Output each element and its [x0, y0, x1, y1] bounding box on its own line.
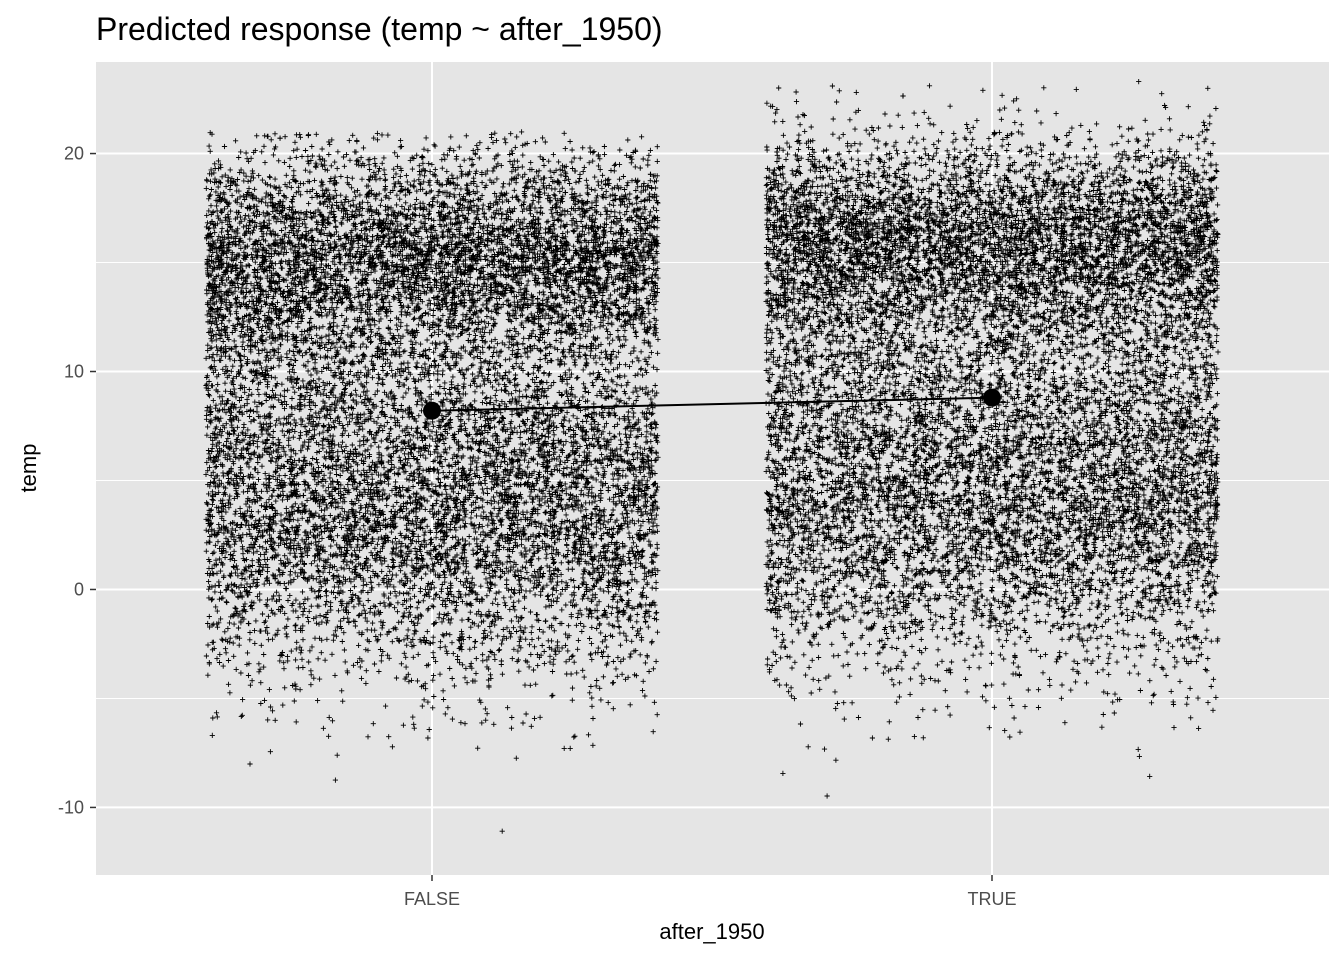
y-tick-label: 20	[64, 144, 84, 164]
data-points	[203, 79, 1221, 834]
y-tick-label: 0	[74, 579, 84, 599]
x-tick-label-true: TRUE	[968, 889, 1017, 909]
fit-line	[431, 396, 993, 412]
y-tick-label: 10	[64, 362, 84, 382]
mean-point-false	[423, 401, 441, 420]
x-axis-ticks: FALSE TRUE	[404, 875, 1017, 909]
chart-title: Predicted response (temp ~ after_1950)	[96, 11, 663, 47]
points-false	[203, 129, 661, 834]
mean-point-true	[983, 388, 1001, 407]
points-true	[763, 79, 1221, 799]
y-tick-label: -10	[58, 797, 84, 817]
y-axis-title: temp	[16, 444, 41, 493]
x-axis-title: after_1950	[659, 919, 764, 944]
x-tick-label-false: FALSE	[404, 889, 460, 909]
y-axis-ticks: -10 0 10 20	[58, 144, 96, 817]
fit-line-group	[423, 388, 1001, 420]
